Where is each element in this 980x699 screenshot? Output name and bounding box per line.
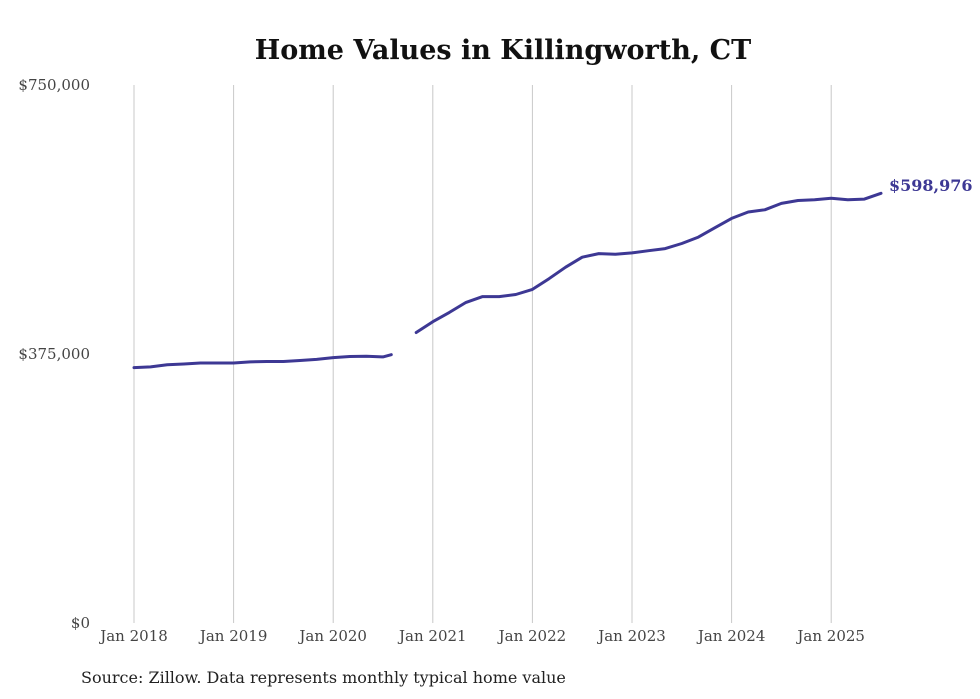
x-tick-label: Jan 2023	[596, 627, 666, 645]
series-line	[132, 191, 883, 370]
chart-title: Home Values in Killingworth, CT	[255, 35, 752, 66]
source-note: Source: Zillow. Data represents monthly …	[81, 668, 566, 687]
x-tick-label: Jan 2020	[297, 627, 367, 645]
series-line-segment	[414, 191, 883, 334]
y-axis-ticks: $0 $375,000 $750,000	[18, 76, 90, 632]
x-tick-label: Jan 2018	[98, 627, 168, 645]
grid-lines	[133, 85, 832, 623]
series-line-segment	[132, 353, 393, 370]
end-value-label: $598,976	[889, 176, 973, 195]
x-tick-label: Jan 2025	[795, 627, 865, 645]
x-axis-ticks: Jan 2018 Jan 2019 Jan 2020 Jan 2021 Jan 2022…	[98, 627, 865, 645]
x-tick-label: Jan 2019	[198, 627, 268, 645]
y-tick-label: $750,000	[18, 76, 90, 94]
x-tick-label: Jan 2024	[696, 627, 766, 645]
y-tick-label: $375,000	[18, 345, 90, 363]
x-tick-label: Jan 2022	[497, 627, 567, 645]
x-tick-label: Jan 2021	[397, 627, 467, 645]
y-tick-label: $0	[71, 614, 90, 632]
